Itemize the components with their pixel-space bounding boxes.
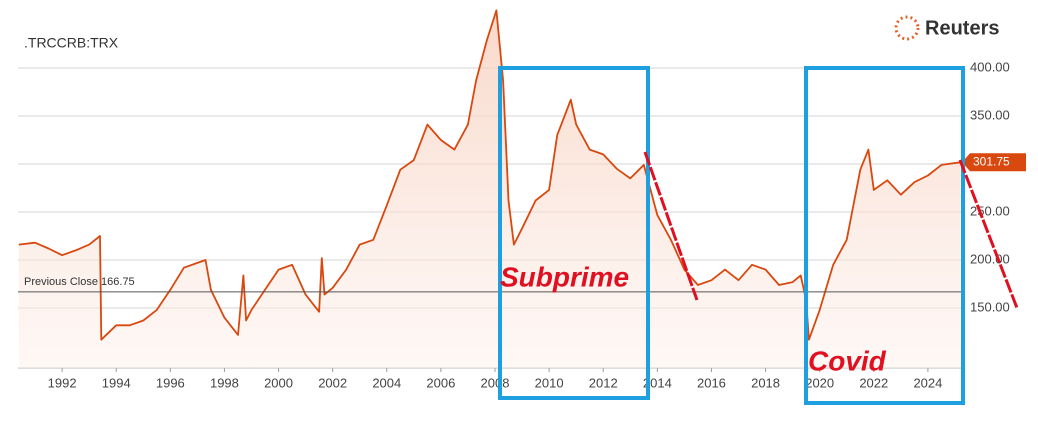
x-tick-label: 2002 [318, 375, 347, 390]
line [18, 9, 961, 341]
x-tick-label: 2000 [264, 375, 293, 390]
y-tick-label: 350.00 [970, 107, 1010, 122]
x-tick-label: 2008 [481, 375, 510, 390]
y-tick-label: 150.00 [970, 299, 1010, 314]
covid-box [804, 66, 965, 405]
x-tick-label: 2020 [805, 375, 834, 390]
x-tick-label: 2018 [751, 375, 780, 390]
x-tick-label: 2010 [535, 375, 564, 390]
x-tick-label: 1994 [102, 375, 131, 390]
y-tick-label: 250.00 [970, 203, 1010, 218]
subprime-box [498, 66, 650, 400]
x-tick-label: 2024 [913, 375, 942, 390]
x-tick-label: 2006 [426, 375, 455, 390]
chart-title: .TRCCRB:TRX [24, 35, 119, 51]
brand: Reuters [925, 17, 999, 39]
x-tick-label: 1992 [48, 375, 77, 390]
y-tick-label: 200.00 [970, 251, 1010, 266]
x-tick-label: 2022 [859, 375, 888, 390]
y-tick-label: 400.00 [970, 59, 1010, 74]
x-tick-label: 1998 [210, 375, 239, 390]
area [18, 10, 961, 369]
x-tick-label: 2014 [643, 375, 672, 390]
reference-label: Previous Close 166.75 [24, 276, 135, 288]
brand-logo: Reuters [894, 15, 999, 41]
x-tick-label: 2004 [372, 375, 401, 390]
trend-arrow [643, 151, 699, 301]
annotation: Subprime [500, 261, 629, 292]
last-value-label: 301.75 [973, 154, 1010, 168]
last-value-tag [962, 153, 1026, 172]
x-tick-label: 2012 [589, 375, 618, 390]
x-tick-label: 1996 [156, 375, 185, 390]
annotation: Covid [808, 345, 887, 376]
x-tick-label: 2016 [697, 375, 726, 390]
trend-arrow [958, 159, 1019, 309]
